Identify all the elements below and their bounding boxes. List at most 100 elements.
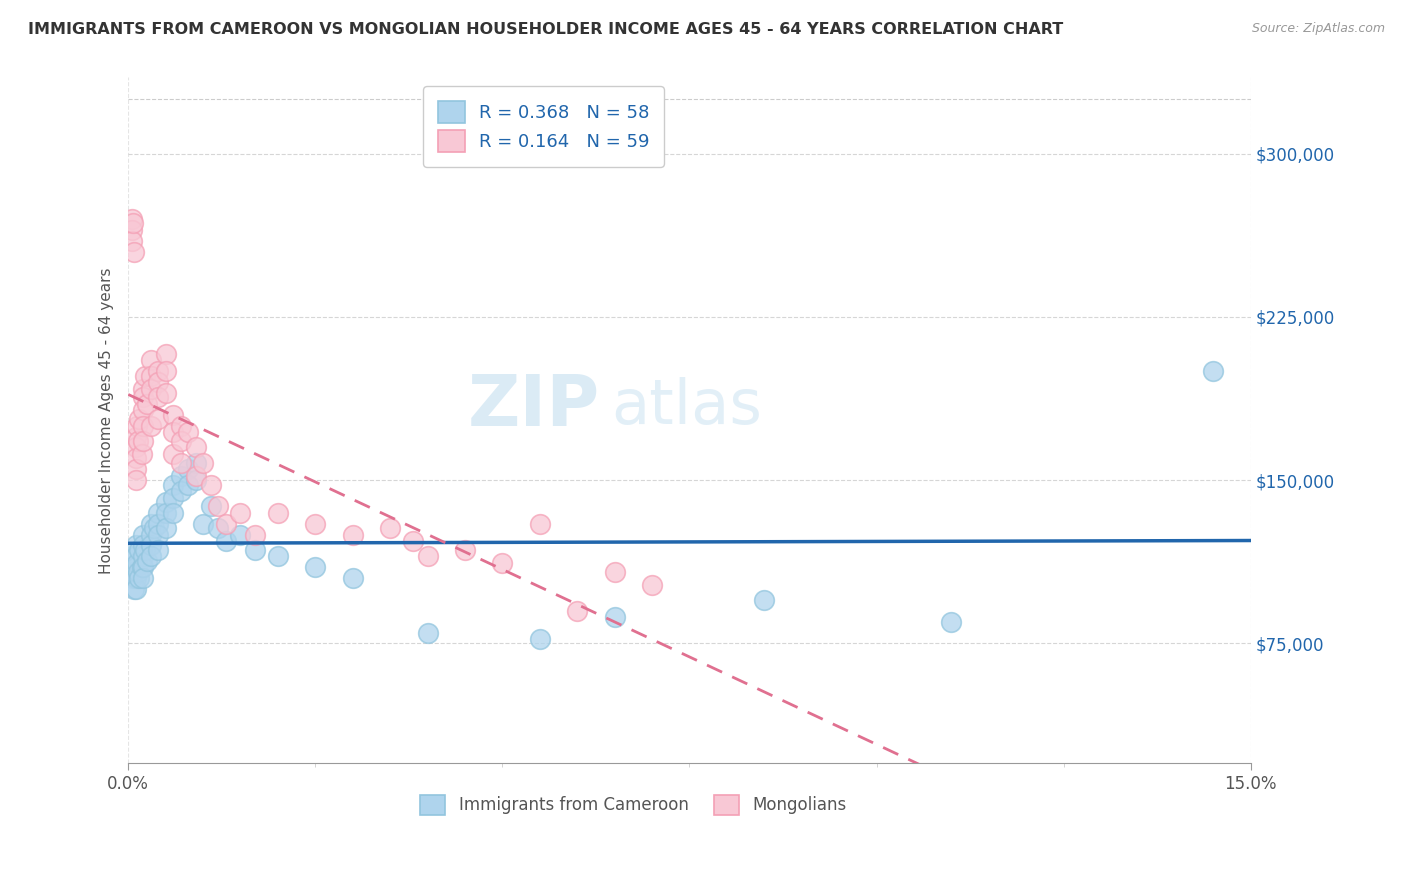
Point: [132, 571, 155, 585]
Point: [125, 451, 148, 466]
Point: [148, 364, 170, 378]
Point: [139, 353, 162, 368]
Point: [184, 473, 207, 487]
Point: [139, 418, 162, 433]
Point: [191, 516, 214, 531]
Point: [132, 403, 155, 417]
Point: [148, 542, 170, 557]
Point: [229, 506, 252, 520]
Point: [603, 610, 626, 624]
Point: [169, 483, 191, 498]
Point: [304, 560, 326, 574]
Point: [125, 429, 148, 443]
Point: [267, 549, 290, 564]
Point: [139, 382, 162, 396]
Point: [125, 441, 148, 455]
Point: [128, 571, 150, 585]
Point: [378, 521, 401, 535]
Point: [121, 223, 143, 237]
Point: [143, 521, 166, 535]
Point: [416, 549, 439, 564]
Point: [134, 368, 156, 383]
Point: [121, 211, 143, 226]
Point: [191, 456, 214, 470]
Point: [127, 556, 149, 570]
Point: [245, 527, 267, 541]
Point: [155, 364, 177, 378]
Text: ZIP: ZIP: [467, 372, 599, 441]
Point: [177, 477, 200, 491]
Point: [184, 441, 207, 455]
Point: [125, 560, 148, 574]
Point: [169, 418, 191, 433]
Point: [641, 577, 664, 591]
Point: [155, 521, 177, 535]
Point: [125, 538, 148, 552]
Point: [131, 447, 153, 461]
Point: [177, 425, 200, 440]
Point: [125, 582, 148, 596]
Point: [155, 506, 177, 520]
Point: [169, 456, 191, 470]
Point: [132, 434, 155, 448]
Point: [603, 565, 626, 579]
Point: [184, 456, 207, 470]
Point: [245, 542, 267, 557]
Point: [148, 375, 170, 389]
Point: [132, 560, 155, 574]
Point: [122, 565, 145, 579]
Point: [127, 565, 149, 579]
Point: [184, 468, 207, 483]
Point: [122, 582, 145, 596]
Point: [567, 604, 589, 618]
Point: [132, 391, 155, 405]
Point: [125, 549, 148, 564]
Point: [121, 234, 143, 248]
Point: [177, 462, 200, 476]
Point: [342, 571, 364, 585]
Point: [155, 386, 177, 401]
Point: [162, 477, 184, 491]
Point: [125, 473, 148, 487]
Point: [229, 527, 252, 541]
Point: [139, 549, 162, 564]
Point: [155, 347, 177, 361]
Point: [121, 571, 143, 585]
Point: [122, 216, 145, 230]
Point: [214, 534, 236, 549]
Point: [754, 592, 776, 607]
Point: [136, 397, 159, 411]
Point: [128, 412, 150, 426]
Point: [162, 506, 184, 520]
Point: [401, 534, 423, 549]
Point: [207, 500, 229, 514]
Point: [139, 538, 162, 552]
Point: [200, 477, 222, 491]
Legend: Immigrants from Cameroon, Mongolians: Immigrants from Cameroon, Mongolians: [412, 787, 855, 823]
Point: [121, 549, 143, 564]
Point: [148, 391, 170, 405]
Point: [139, 516, 162, 531]
Point: [304, 516, 326, 531]
Point: [139, 368, 162, 383]
Point: [207, 521, 229, 535]
Point: [529, 632, 551, 646]
Point: [136, 554, 159, 568]
Point: [132, 418, 155, 433]
Text: IMMIGRANTS FROM CAMEROON VS MONGOLIAN HOUSEHOLDER INCOME AGES 45 - 64 YEARS CORR: IMMIGRANTS FROM CAMEROON VS MONGOLIAN HO…: [28, 22, 1063, 37]
Point: [155, 495, 177, 509]
Point: [148, 506, 170, 520]
Point: [454, 542, 477, 557]
Point: [416, 625, 439, 640]
Point: [148, 516, 170, 531]
Point: [491, 556, 513, 570]
Point: [148, 412, 170, 426]
Point: [127, 434, 149, 448]
Point: [127, 418, 149, 433]
Point: [1202, 364, 1225, 378]
Point: [169, 468, 191, 483]
Point: [148, 527, 170, 541]
Point: [132, 527, 155, 541]
Point: [132, 382, 155, 396]
Point: [162, 408, 184, 422]
